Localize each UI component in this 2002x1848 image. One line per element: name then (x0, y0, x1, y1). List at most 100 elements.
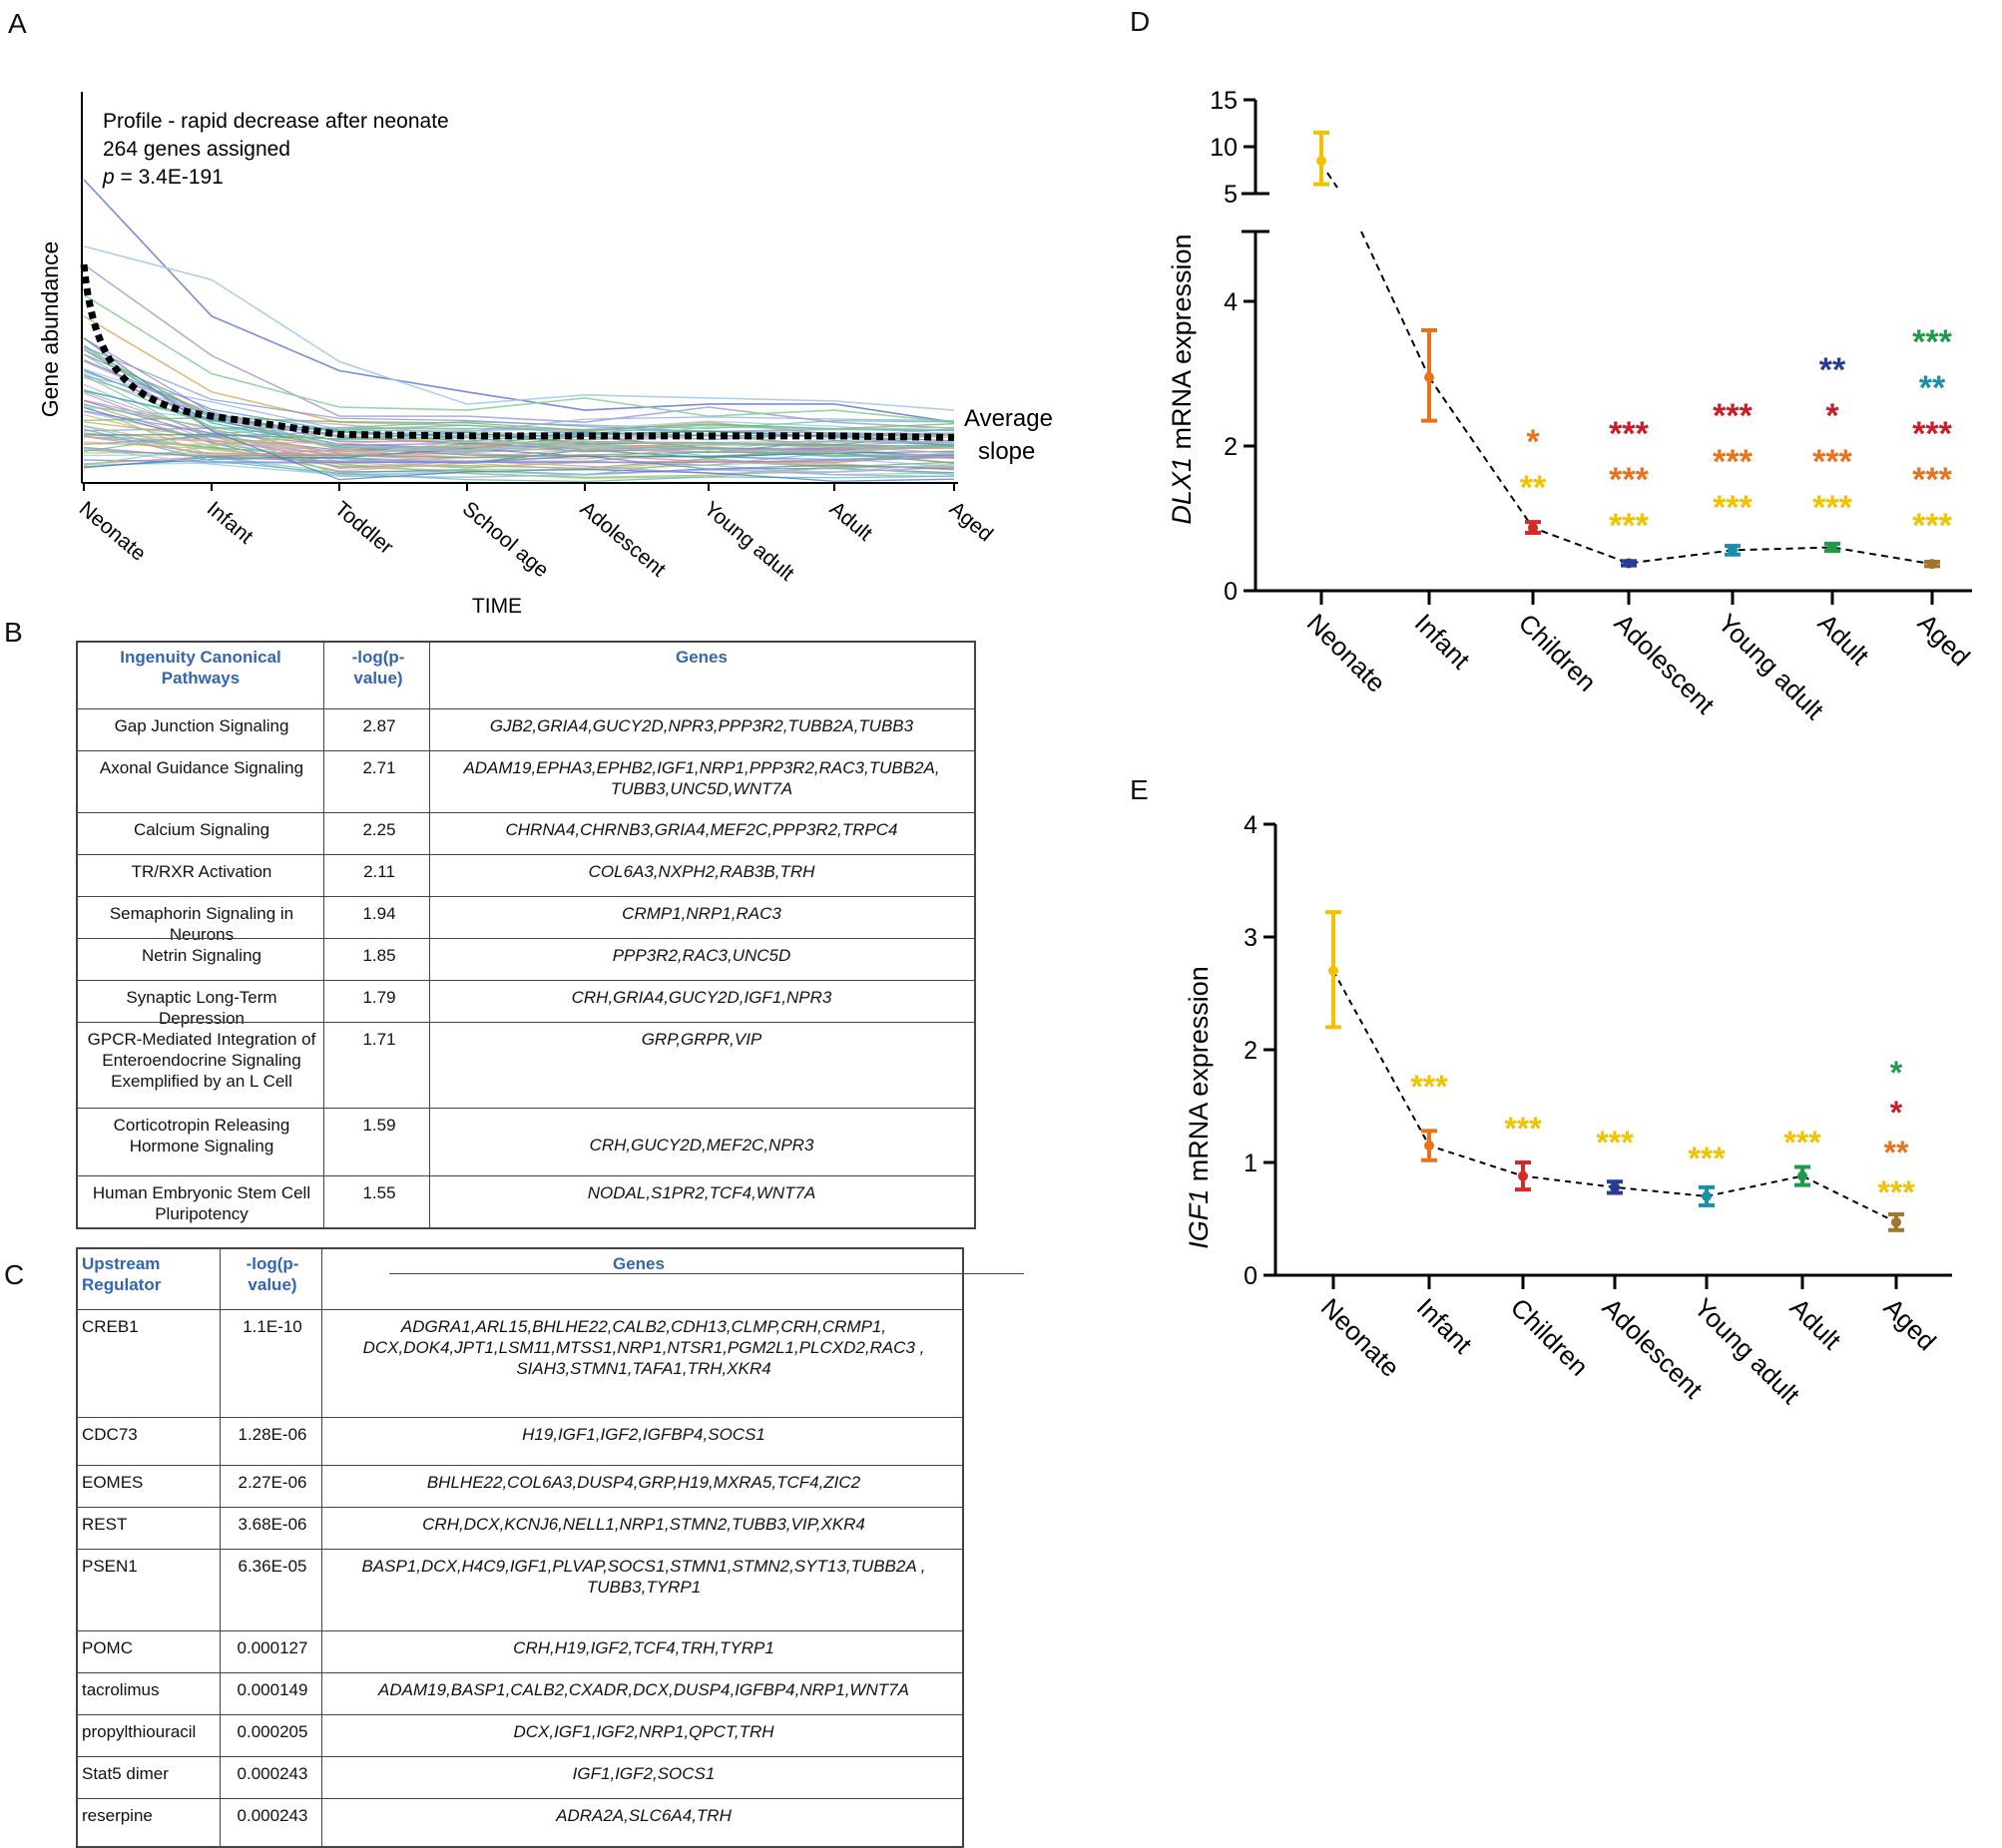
gene-line (83, 179, 955, 423)
regulator-row: CREB1 1.1E-10 ADGRA1,ARL15,BHLHE22,CALB2,C… (78, 1309, 962, 1418)
gene-line (83, 447, 955, 476)
regulator-cell-genes: ADAM19,BASP1,CALB2,CXADR,DCX,DUSP4,IGFBP… (378, 1680, 909, 1699)
regulator-cell-regulator: Stat5 dimer (82, 1764, 169, 1783)
panel-d-ytick-label: 15 (1210, 87, 1238, 115)
panel-d-significance: * (1825, 397, 1839, 435)
panel-a-category-label: School age (458, 497, 553, 582)
regulator-cell-regulator: propylthiouracil (82, 1722, 197, 1741)
pathways-row: Synaptic Long-Term Depression 1.79 CRH,GRI… (78, 980, 974, 1028)
pathways-row: Gap Junction Signaling 2.87 GJB2,GRIA4,GUC… (78, 708, 974, 751)
regulator-cell-logp: 0.000243 (237, 1806, 308, 1825)
panel-d-dlx1-chart: DLX1 mRNA expression 0 2 4 5 10 15 Neonate Infa… (1167, 87, 1976, 725)
panel-d-ytick-label: 4 (1224, 288, 1238, 316)
regulator-cell-genes: CRH,H19,IGF2,TCF4,TRH,TYRP1 (513, 1638, 774, 1657)
pathways-row: Corticotropin Releasing Hormone Signalin… (78, 1108, 974, 1176)
panel-e-category-label: Adult (1784, 1292, 1848, 1356)
pathways-row: Human Embryonic Stem Cell Pluripotency 1.… (78, 1175, 974, 1228)
pathways-cell-pathway: GPCR-Mediated Integration of Enteroendoc… (87, 1030, 316, 1091)
gene-line (83, 293, 955, 423)
pathways-row: TR/RXR Activation 2.11 COL6A3,NXPH2,RAB3B,… (78, 854, 974, 897)
panel-e-ytick-label: 0 (1244, 1262, 1257, 1290)
panel-e-significance: *** (1688, 1141, 1726, 1176)
panel-d-ytick-label: 5 (1224, 181, 1238, 209)
panel-d-trend-line (1326, 172, 1338, 189)
regulator-cell-logp: 0.000243 (237, 1764, 308, 1783)
pathways-cell-pathway: Gap Junction Signaling (114, 716, 289, 735)
panel-e-significance: ** (1884, 1135, 1909, 1170)
panel-d-point (1927, 559, 1937, 570)
panel-a-category-label: Neonate (75, 497, 151, 566)
gene-line (83, 245, 955, 411)
panel-d-significance: *** (1713, 397, 1752, 435)
regulator-row: Stat5 dimer 0.000243 IGF1,IGF2,SOCS1 (78, 1756, 962, 1799)
pathways-cell-logp: 1.55 (362, 1183, 396, 1202)
regulator-cell-logp: 0.000127 (237, 1638, 308, 1657)
panel-e-significance: *** (1504, 1111, 1542, 1147)
panel-d-ylabel: DLX1 mRNA expression (1167, 233, 1197, 524)
panel-e-significance: *** (1877, 1174, 1915, 1210)
gene-line (83, 432, 955, 446)
regulator-row: REST 3.68E-06 CRH,DCX,KCNJ6,NELL1,NRP1,STM… (78, 1507, 962, 1550)
regulator-cell-genes: DCX,IGF1,IGF2,NRP1,QPCT,TRH (513, 1722, 774, 1741)
regulator-cell-genes: BASP1,DCX,H4C9,IGF1,PLVAP,SOCS1,STMN1,ST… (361, 1557, 926, 1597)
regulator-cell-logp: 0.000149 (237, 1680, 308, 1699)
panel-d-ytick-label: 10 (1210, 134, 1238, 162)
regulator-cell-regulator: CREB1 (82, 1317, 139, 1336)
regulator-cell-logp: 1.1E-10 (243, 1317, 302, 1336)
panel-d-category-label: Aged (1912, 608, 1976, 672)
regulator-header-logp: -log(p-value) (246, 1254, 299, 1294)
pathways-cell-logp: 2.87 (362, 716, 396, 735)
panel-e-category-label: Neonate (1315, 1292, 1406, 1383)
panel-e-ytick-label: 4 (1244, 811, 1257, 839)
panel-d-significance: *** (1912, 461, 1952, 499)
pathways-cell-logp: 1.79 (362, 988, 396, 1007)
panel-d-point (1424, 372, 1434, 383)
pathways-cell-pathway: Synaptic Long-Term Depression (126, 988, 277, 1028)
panel-d-trend-line (1360, 231, 1430, 378)
pathways-cell-genes: CRMP1,NRP1,RAC3 (622, 904, 781, 923)
pathways-row: Netrin Signaling 1.85 PPP3R2,RAC3,UNC5D (78, 938, 974, 981)
regulator-cell-regulator: tacrolimus (82, 1680, 160, 1699)
panel-e-category-label: Children (1505, 1292, 1595, 1382)
pathways-cell-genes: CRH,GRIA4,GUCY2D,IGF1,NPR3 (571, 988, 832, 1007)
panel-label-e: E (1130, 774, 1149, 805)
pathways-table: Ingenuity Canonical Pathways -log(p-valu… (76, 641, 976, 1229)
pathways-header-pathway: Ingenuity Canonical Pathways (120, 648, 281, 688)
panel-label-a: A (8, 8, 27, 39)
gene-line (83, 345, 955, 432)
regulator-cell-regulator: EOMES (82, 1473, 144, 1492)
panel-e-ytick-label: 2 (1244, 1037, 1257, 1065)
regulator-cell-logp: 3.68E-06 (238, 1515, 307, 1534)
upstream-regulator-table: Upstream Regulator -log(p-value) Genes C… (76, 1247, 1024, 1848)
gene-line (83, 353, 955, 439)
pathways-row: Semaphorin Signaling in Neurons 1.94 CRMP1… (78, 896, 974, 944)
gene-line (83, 428, 955, 483)
pathways-cell-genes: PPP3R2,RAC3,UNC5D (612, 946, 791, 965)
panel-d-category-label: Young adult (1713, 608, 1830, 725)
panel-a-xlabel: TIME (472, 595, 522, 618)
regulator-cell-logp: 0.000205 (237, 1722, 308, 1741)
panel-label-c: C (4, 1259, 25, 1290)
panel-d-significance: *** (1609, 507, 1649, 545)
panel-d-point (1728, 545, 1738, 556)
panel-d-significance: * (1526, 423, 1540, 461)
panel-a-category-label: Adolescent (576, 497, 671, 582)
panel-d-significance: *** (1912, 415, 1952, 453)
panel-d-significance: ** (1919, 369, 1946, 407)
regulator-cell-regulator: POMC (82, 1638, 133, 1657)
average-slope-line (80, 263, 955, 441)
pathways-cell-logp: 1.71 (362, 1030, 396, 1049)
panel-e-significance: *** (1596, 1125, 1634, 1160)
gene-line (83, 337, 955, 482)
pathways-cell-genes: CRH,GUCY2D,MEF2C,NPR3 (589, 1136, 814, 1155)
pathways-header-logp: -log(p-value) (351, 648, 405, 688)
gene-line (83, 449, 955, 464)
regulator-cell-logp: 2.27E-06 (238, 1473, 307, 1492)
regulator-cell-regulator: reserpine (82, 1806, 153, 1825)
panel-a-ticks: Neonate Infant Toddler School age Adolescent… (75, 483, 997, 586)
panel-a-ylabel: Gene abundance (37, 241, 63, 418)
pathways-cell-genes: CHRNA4,CHRNB3,GRIA4,MEF2C,PPP3R2,TRPC4 (505, 820, 898, 839)
regulator-row: POMC 0.000127 CRH,H19,IGF2,TCF4,TRH,TYRP1 (78, 1630, 962, 1673)
regulator-cell-genes: CRH,DCX,KCNJ6,NELL1,NRP1,STMN2,TUBB3,VIP… (422, 1515, 865, 1534)
panel-e-category-label: Aged (1878, 1292, 1942, 1356)
